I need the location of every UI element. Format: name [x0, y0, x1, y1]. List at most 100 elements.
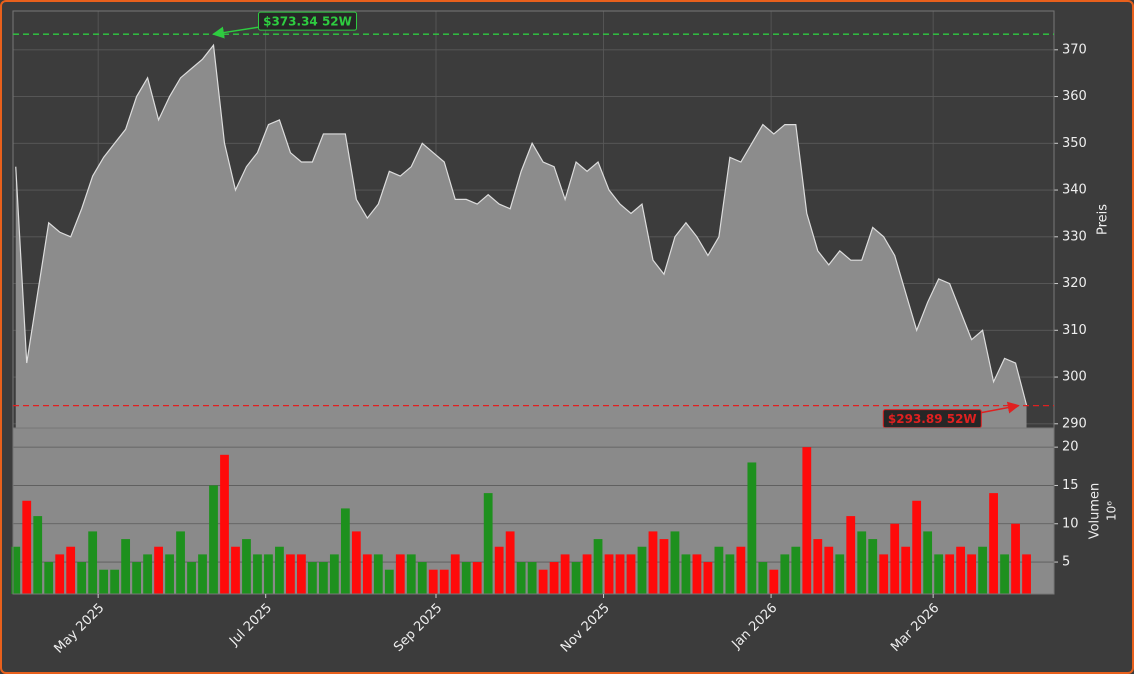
volume-bar — [286, 554, 295, 594]
volume-bar — [659, 539, 669, 594]
volume-bar — [99, 569, 109, 594]
annotation-box — [258, 11, 358, 31]
volume-bar — [791, 546, 801, 594]
volume-bar — [692, 554, 702, 594]
volume-bar — [571, 562, 581, 594]
volume-bar — [351, 531, 361, 594]
y-axis-label: Volumen — [1088, 483, 1103, 540]
volume-bar — [384, 569, 394, 594]
volume-bar — [593, 539, 603, 594]
volume-bar — [934, 554, 944, 594]
volume-bar — [209, 485, 218, 594]
y-tick-label: 20 — [1062, 440, 1079, 455]
volume-bar — [582, 554, 592, 594]
volume-bar — [1000, 554, 1009, 594]
volume-bar — [110, 569, 120, 594]
volume-bar — [923, 531, 933, 594]
volume-bar — [978, 546, 987, 594]
x-tick-label: Mar 2026 — [888, 601, 942, 655]
volume-bar — [55, 554, 65, 594]
volume-bar — [143, 554, 152, 594]
volume-bar — [275, 546, 284, 594]
volume-bar — [681, 554, 691, 594]
volume-bar — [857, 531, 867, 594]
volume-bar — [417, 562, 427, 594]
volume-bar — [307, 562, 317, 594]
volume-bar — [989, 493, 998, 594]
volume-bar — [637, 546, 647, 594]
price-line — [15, 43, 1028, 406]
volume-bar — [121, 539, 131, 594]
volume-bar — [835, 554, 845, 594]
y-tick-label: 330 — [1062, 229, 1087, 244]
volume-bar — [33, 516, 43, 594]
volume-bar — [725, 554, 735, 594]
volume-bar — [318, 562, 328, 594]
x-tick-label: Jul 2025 — [226, 601, 275, 650]
volume-bar — [714, 546, 724, 594]
volume-bar — [615, 554, 625, 594]
volume-bar — [461, 562, 471, 594]
volume-bar — [549, 562, 559, 594]
y-scale-label: 10⁶ — [1105, 501, 1119, 521]
volume-bar — [846, 516, 856, 594]
volume-bar — [912, 500, 922, 594]
y-tick-label: 370 — [1062, 42, 1087, 57]
volume-bar — [264, 554, 273, 594]
volume-bar — [340, 508, 350, 594]
volume-bar — [648, 531, 658, 594]
volume-bar — [439, 569, 449, 594]
volume-bar — [780, 554, 790, 594]
volume-bar — [297, 554, 306, 594]
volume-bar — [1022, 554, 1031, 594]
volume-bar — [626, 554, 636, 594]
x-tick-label: Sep 2025 — [391, 601, 445, 655]
volume-bar — [901, 546, 911, 594]
volume-bar — [472, 562, 482, 594]
y-tick-label: 15 — [1062, 478, 1079, 493]
volume-bar — [890, 523, 900, 594]
volume-bar — [527, 562, 537, 594]
volume-bar — [879, 554, 889, 594]
y-tick-label: 360 — [1062, 89, 1087, 104]
volume-bar — [747, 462, 757, 594]
volume-bar — [560, 554, 570, 594]
volume-bar — [813, 539, 823, 594]
volume-bar — [11, 546, 21, 594]
y-tick-label: 320 — [1062, 276, 1087, 291]
volume-bar — [154, 546, 163, 594]
y-tick-label: 300 — [1062, 370, 1087, 385]
volume-bar — [769, 569, 779, 594]
annotation-label: $373.34 52W — [263, 15, 352, 29]
x-tick-label: Nov 2025 — [558, 601, 613, 656]
volume-bar — [187, 562, 196, 594]
volume-bar — [450, 554, 460, 594]
volume-bar — [967, 554, 976, 594]
volume-bar — [242, 539, 251, 594]
y-tick-label: 10 — [1062, 516, 1079, 531]
volume-bar — [406, 554, 416, 594]
volume-bar — [703, 562, 713, 594]
volume-bar — [428, 569, 438, 594]
annotation-arrow — [212, 26, 259, 39]
volume-bar — [604, 554, 614, 594]
y-tick-label: 350 — [1062, 136, 1087, 151]
volume-bar — [824, 546, 834, 594]
y-tick-label: 5 — [1062, 555, 1070, 570]
volume-bar — [736, 546, 746, 594]
volume-bar — [77, 562, 87, 594]
annotation-label: $293.89 52W — [888, 412, 977, 426]
volume-bar — [758, 562, 768, 594]
volume-bar — [66, 546, 76, 594]
volume-bar — [198, 554, 207, 594]
volume-bar — [956, 546, 966, 594]
volume-bar — [165, 554, 174, 594]
volume-bar — [505, 531, 515, 594]
x-tick-label: Jan 2026 — [729, 601, 781, 653]
price-area — [15, 45, 1027, 429]
volume-bar — [329, 554, 339, 594]
volume-bar — [538, 569, 548, 594]
volume-bar — [132, 562, 141, 594]
volume-bar — [44, 562, 54, 594]
